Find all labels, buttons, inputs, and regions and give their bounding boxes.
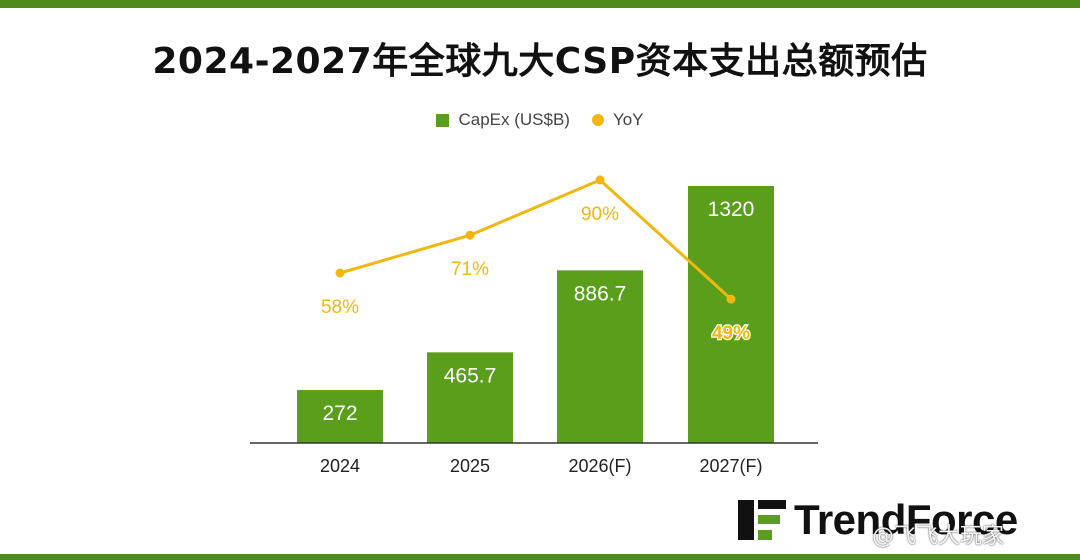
capex-value-label: 886.7 xyxy=(574,282,627,305)
x-tick-label: 2027(F) xyxy=(699,456,762,476)
yoy-value-label: 90% xyxy=(581,204,619,225)
legend-label-capex: CapEx (US$B) xyxy=(458,110,570,129)
capex-value-label: 465.7 xyxy=(444,364,497,387)
capex-value-label: 272 xyxy=(322,402,357,425)
trendforce-logo: TrendForce xyxy=(738,496,1018,544)
weibo-watermark: @飞飞大玩家 xyxy=(872,524,1005,549)
yoy-value-label: 71% xyxy=(451,259,489,280)
trendforce-logo-text: TrendForce xyxy=(794,496,1018,543)
legend-swatch-capex xyxy=(436,113,450,127)
yoy-value-label: 58% xyxy=(321,297,359,318)
yoy-line xyxy=(339,178,733,301)
x-tick-label: 2025 xyxy=(450,456,490,476)
x-tick-label: 2026(F) xyxy=(568,456,631,476)
capex-bar xyxy=(297,390,383,443)
top-accent-bar xyxy=(0,0,1080,8)
legend-item-yoy: YoY xyxy=(591,110,644,130)
trendforce-logo-icon xyxy=(738,500,786,540)
legend-item-capex: CapEx (US$B) xyxy=(436,110,570,130)
yoy-point xyxy=(335,268,345,278)
chart-legend: CapEx (US$B) YoY xyxy=(0,110,1080,130)
bottom-accent-bar xyxy=(0,554,1080,560)
legend-label-yoy: YoY xyxy=(612,110,644,129)
legend-swatch-yoy xyxy=(591,114,604,126)
capex-value-label: 1320 xyxy=(708,198,755,221)
x-tick-label: 2024 xyxy=(320,456,360,476)
yoy-point xyxy=(595,175,605,185)
yoy-point xyxy=(726,294,736,304)
capex-bar xyxy=(427,352,513,443)
capex-bar xyxy=(688,186,774,443)
capex-bar xyxy=(557,270,643,443)
yoy-point xyxy=(465,230,475,240)
chart-title: 2024-2027年全球九大CSP资本支出总额预估 xyxy=(152,41,928,82)
yoy-value-label: 49% xyxy=(712,323,750,344)
